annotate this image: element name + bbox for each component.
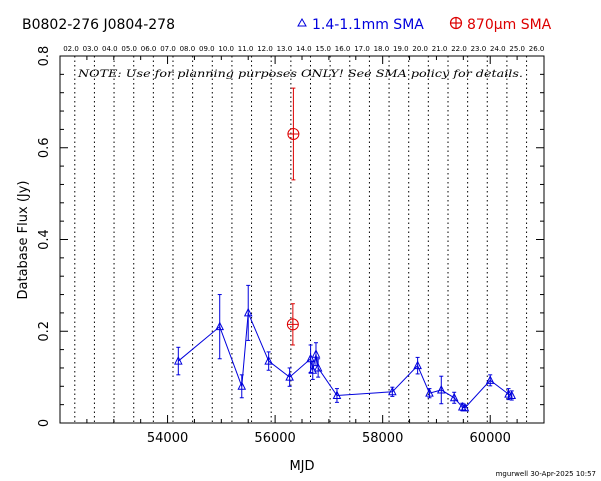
planning-note: NOTE: Use for planning purposes ONLY! Se… [77,68,523,80]
top-year-label: 21.0 [432,45,448,53]
y-tick-label: 0.4 [37,229,52,250]
legend: 1.4-1.1mm SMA 870μm SMA [297,16,552,33]
y-tick-label: 0.8 [37,46,52,67]
top-year-label: 03.0 [83,45,99,53]
legend-red-circle-plus-icon [449,16,463,30]
data-point-triangle [306,353,315,363]
top-year-label: 16.0 [335,45,351,53]
footer-credit: mgurwell 30-Apr-2025 10:57 [496,470,596,478]
top-year-label: 24.0 [490,45,506,53]
data-point-triangle [332,390,342,399]
top-year-label: 07.0 [160,45,176,53]
x-tick-label: 58000 [362,431,403,446]
series-line [177,312,512,409]
plot-frame [59,55,545,424]
x-axis-ticks: 54000 56000 58000 60000 [59,56,545,446]
series-blue [174,284,517,412]
data-point-triangle [215,321,225,331]
top-year-label: 22.0 [451,45,467,53]
top-year-label: 23.0 [471,45,487,53]
data-point-triangle [308,365,318,374]
top-year-label: 10.0 [218,45,234,53]
data-point-triangle [507,390,517,399]
data-point-triangle [313,362,323,372]
top-year-label: 26.0 [529,45,545,53]
y-axis-ticks: 0 0.2 0.4 0.6 0.8 [37,46,544,427]
y-tick-label: 0.2 [37,321,52,342]
top-year-label: 17.0 [354,45,370,53]
top-year-label: 06.0 [141,45,157,53]
data-point-triangle [264,355,273,365]
legend-red-label: 870μm SMA [467,17,552,33]
data-point-triangle [436,384,446,394]
data-point-triangle [425,388,434,397]
data-point-triangle [311,349,321,358]
y-axis-label: Database Flux (Jy) [16,181,31,300]
top-year-label: 05.0 [121,45,137,53]
top-year-label: 13.0 [277,45,293,53]
y-tick-label: 0 [37,419,52,427]
x-axis-label: MJD [289,459,314,474]
data-point-triangle [388,386,397,396]
legend-blue-triangle-icon [297,17,307,27]
top-year-label: 19.0 [393,45,409,53]
top-year-label: 11.0 [238,45,254,53]
top-year-labels: 02.0 03.0 04.0 05.0 06.0 07.0 08.0 09.0 10.0 11.0… [63,45,544,53]
x-tick-label: 54000 [147,431,188,446]
top-year-label: 20.0 [412,45,428,53]
series-red [286,87,300,346]
data-point-triangle [174,355,183,365]
data-series [174,87,517,412]
data-point-triangle [485,375,495,384]
data-point-triangle [460,402,470,412]
top-year-label: 12.0 [257,45,273,53]
legend-triangle-mark [297,17,307,27]
data-point-triangle [449,392,459,402]
source-names: B0802-276 J0804-278 [22,17,175,33]
top-year-label: 09.0 [199,45,215,53]
data-point-triangle [243,307,253,317]
data-point-triangle [285,372,294,381]
legend-blue-label: 1.4-1.1mm SMA [312,17,424,33]
data-point-triangle [413,360,422,370]
top-year-label: 14.0 [296,45,312,53]
top-year-label: 04.0 [102,45,118,53]
top-year-label: 18.0 [374,45,390,53]
data-point-triangle [237,381,247,390]
top-year-label: 15.0 [315,45,331,53]
x-tick-label: 60000 [470,431,511,446]
top-year-label: 25.0 [509,45,525,53]
x-tick-label: 56000 [254,431,295,446]
top-year-label: 02.0 [63,45,79,53]
y-tick-label: 0.6 [37,137,52,158]
top-year-label: 08.0 [180,45,196,53]
